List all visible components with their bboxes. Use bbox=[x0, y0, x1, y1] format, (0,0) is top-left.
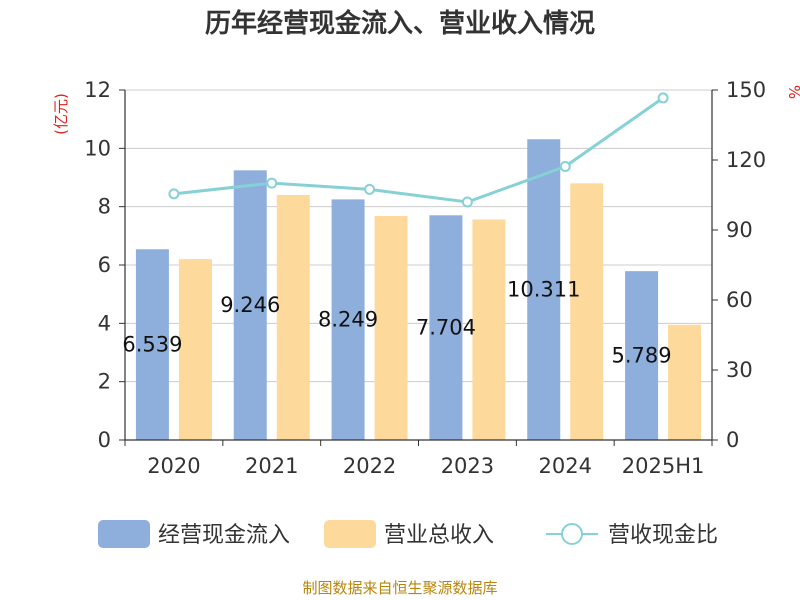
right-tick-label: 60 bbox=[726, 288, 753, 312]
bar bbox=[668, 324, 702, 440]
bar bbox=[625, 271, 659, 440]
bars-layer bbox=[135, 139, 702, 441]
right-tick-label: 120 bbox=[726, 148, 766, 172]
chart-title: 历年经营现金流入、营业收入情况 bbox=[205, 8, 595, 39]
x-tick-label: 2025H1 bbox=[622, 454, 705, 478]
right-tick-label: 30 bbox=[726, 358, 753, 382]
bar-data-label: 9.246 bbox=[220, 293, 280, 317]
bar bbox=[331, 199, 365, 440]
left-axis-unit: (亿元) bbox=[52, 93, 70, 135]
bar bbox=[276, 195, 310, 440]
legend-marker bbox=[561, 523, 583, 545]
left-tick-label: 12 bbox=[84, 78, 111, 102]
bar bbox=[570, 183, 604, 441]
legend: 经营现金流入 营业总收入 营收现金比 bbox=[98, 520, 718, 548]
legend-label: 经营现金流入 bbox=[158, 523, 290, 548]
left-tick-label: 4 bbox=[98, 311, 111, 335]
ratio-point bbox=[266, 177, 278, 189]
left-tick-label: 2 bbox=[98, 370, 111, 394]
left-tick-label: 6 bbox=[98, 253, 111, 277]
ratio-point bbox=[168, 188, 180, 200]
ratio-point bbox=[657, 92, 669, 104]
left-tick-label: 8 bbox=[98, 195, 111, 219]
legend-swatch bbox=[324, 520, 376, 548]
x-tick-label: 2020 bbox=[147, 454, 200, 478]
right-tick-label: 90 bbox=[726, 218, 753, 242]
ratio-point bbox=[559, 161, 571, 173]
bar bbox=[135, 249, 169, 440]
bar bbox=[472, 219, 506, 440]
left-tick-label: 10 bbox=[84, 136, 111, 160]
x-tick-label: 2024 bbox=[539, 454, 592, 478]
legend-label: 营收现金比 bbox=[608, 523, 718, 548]
right-tick-label: 0 bbox=[726, 428, 739, 452]
x-tick-label: 2021 bbox=[245, 454, 298, 478]
right-tick-label: 150 bbox=[726, 78, 766, 102]
bar bbox=[178, 259, 212, 440]
grid-lines bbox=[125, 89, 712, 383]
x-tick-label: 2022 bbox=[343, 454, 396, 478]
ratio-point bbox=[364, 183, 376, 195]
ratio-line bbox=[173, 96, 664, 204]
bar bbox=[429, 215, 463, 440]
bar-data-label: 6.539 bbox=[122, 333, 182, 357]
source-note: 制图数据来自恒生聚源数据库 bbox=[302, 579, 497, 597]
legend-swatch bbox=[98, 520, 150, 548]
bar bbox=[527, 139, 561, 440]
right-axis-unit: % bbox=[785, 85, 800, 99]
bar-data-label: 8.249 bbox=[318, 308, 378, 332]
x-tick-label: 2023 bbox=[441, 454, 494, 478]
bar-data-label: 10.311 bbox=[507, 278, 580, 302]
ratio-point bbox=[461, 196, 473, 208]
ratio-line-layer bbox=[168, 92, 669, 208]
bar-data-label: 7.704 bbox=[416, 316, 476, 340]
bar bbox=[374, 216, 408, 440]
bar bbox=[233, 170, 267, 440]
legend-label: 营业总收入 bbox=[384, 523, 494, 548]
bar-data-label: 5.789 bbox=[612, 344, 672, 368]
left-tick-label: 0 bbox=[98, 428, 111, 452]
bar-labels-layer: 6.539 9.246 8.249 7.704 10.311 5.789 bbox=[122, 278, 671, 368]
